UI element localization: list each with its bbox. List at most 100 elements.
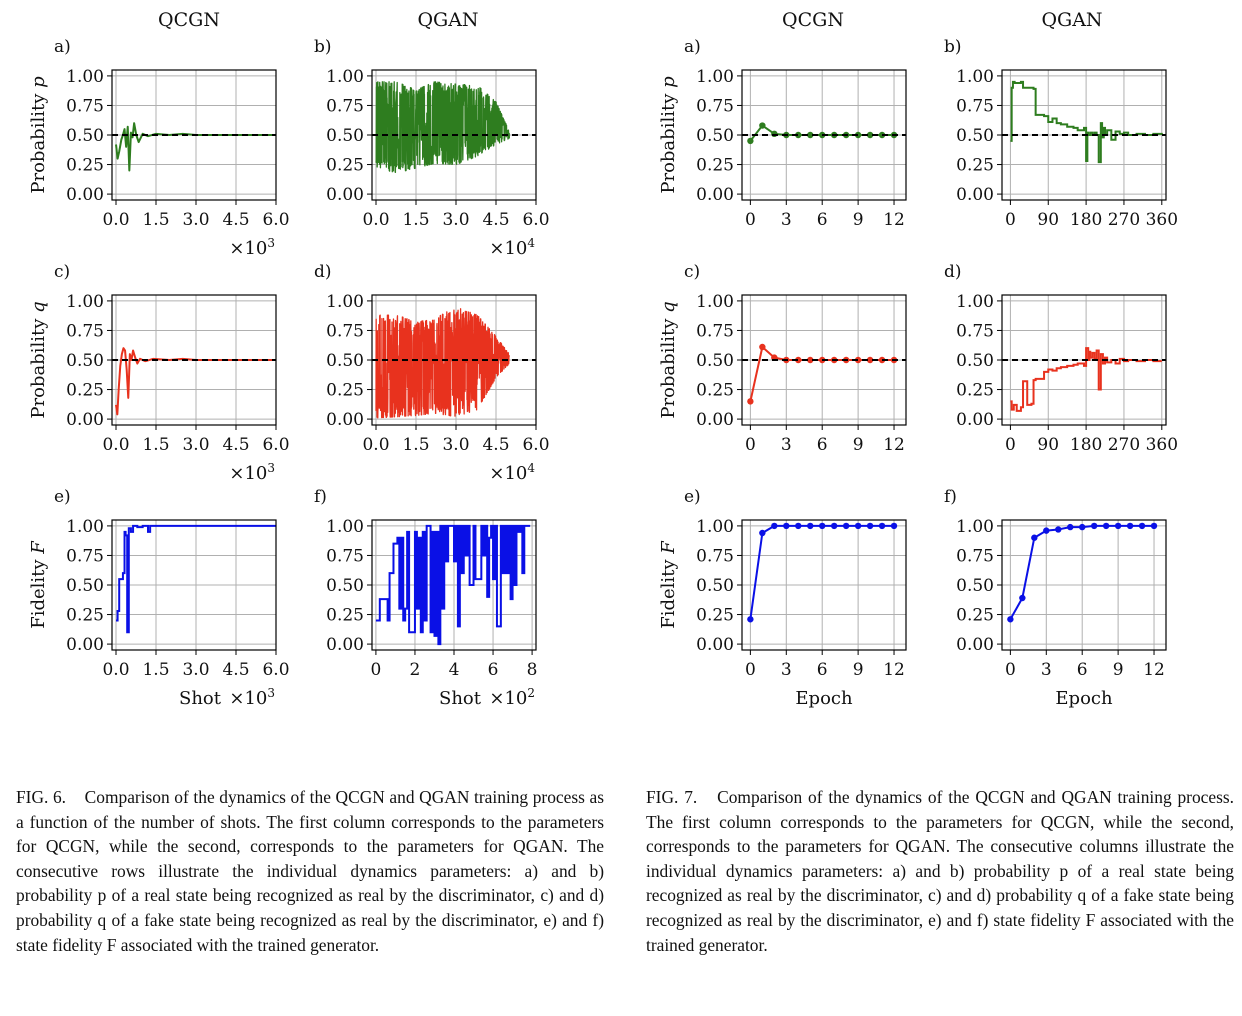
f6f-x-axis-label: Shot xyxy=(439,688,482,709)
f7d-y-tick-label: 0.00 xyxy=(956,410,994,430)
f7f-point xyxy=(1031,534,1038,541)
f7b-panel-label: b) xyxy=(944,37,962,57)
f6e-x-tick-label: 0.0 xyxy=(102,660,129,680)
f7f-data xyxy=(1007,522,1158,623)
f6b-panel: 0.00 0.25 0.50 0.75 1.00 0.0 1.5 3.0 4.5 6.0 b) ×10… xyxy=(314,37,550,259)
f7e-point xyxy=(747,616,754,623)
f6a-x-tick-label: 1.5 xyxy=(142,210,169,230)
f6a-y-tick-label: 0.50 xyxy=(66,126,104,146)
f7c-point xyxy=(854,356,862,364)
f6b-y-tick-label: 0.00 xyxy=(326,185,364,205)
f7f-point xyxy=(1055,526,1062,533)
f6b-x-tick-label: 4.5 xyxy=(482,210,509,230)
f7c-x-tick-label: 6 xyxy=(817,435,828,455)
fig6-column-title-2: QGAN xyxy=(417,9,478,31)
f7d-data xyxy=(1010,347,1162,412)
f6f-y-tick-label: 0.50 xyxy=(326,576,364,596)
f7c-point xyxy=(807,356,814,364)
f7e-y-tick-label: 0.25 xyxy=(696,606,734,626)
f7a-point xyxy=(866,131,874,139)
f7b-x-tick-label: 360 xyxy=(1146,210,1178,230)
f6e-x-multiplier: ×103 xyxy=(229,686,275,709)
f7f-point xyxy=(1126,522,1134,530)
f7e-point xyxy=(842,522,850,530)
f7f-point xyxy=(1102,522,1110,530)
f7f-grid xyxy=(1002,520,1166,650)
f6d-panel-label: d) xyxy=(314,262,332,282)
f6a-y-axis-label: Probability p xyxy=(28,76,49,194)
f7e-point xyxy=(783,522,790,530)
f7c-point xyxy=(747,398,754,405)
fig6-column-title-1: QCGN xyxy=(158,9,220,31)
fig7-column-title-1: QCGN xyxy=(782,9,844,31)
f7e-x-tick-label: 6 xyxy=(817,660,828,680)
f7d-panel-label: d) xyxy=(944,262,962,282)
f6c-x-tick-label: 1.5 xyxy=(142,435,169,455)
f7e-x-axis-label: Epoch xyxy=(795,688,853,709)
f6c-panel-label: c) xyxy=(54,262,70,282)
fig6-caption: FIG. 6. Comparison of the dynamics of th… xyxy=(16,785,604,957)
f7b-y-tick-label: 0.75 xyxy=(956,96,994,116)
f7f-point xyxy=(1007,616,1014,623)
f6a-y-tick-label: 0.25 xyxy=(66,156,104,176)
f6a-x-tick-label: 6.0 xyxy=(262,210,289,230)
f7d-panel: 0.00 0.25 0.50 0.75 1.00 0 90 180 270 360 d) xyxy=(944,262,1178,455)
fig6-caption-text: Comparison of the dynamics of the QCGN a… xyxy=(16,787,604,955)
fig7-caption: FIG. 7. Comparison of the dynamics of th… xyxy=(646,785,1234,957)
f7b-x-tick-label: 90 xyxy=(1037,210,1059,230)
f7e-y-tick-label: 1.00 xyxy=(696,517,734,537)
f7f-point xyxy=(1079,523,1086,531)
f6d-y-tick-label: 1.00 xyxy=(326,292,364,312)
f6e-y-tick-label: 0.50 xyxy=(66,576,104,596)
f6c-x-tick-label: 4.5 xyxy=(222,435,249,455)
f7c-panel-label: c) xyxy=(684,262,700,282)
f6b-x-tick-label: 0.0 xyxy=(362,210,389,230)
fig7-caption-text: Comparison of the dynamics of the QCGN a… xyxy=(646,787,1234,955)
f6d-x-tick-label: 3.0 xyxy=(442,435,469,455)
f7e-y-tick-label: 0.50 xyxy=(696,576,734,596)
f7a-y-tick-label: 0.00 xyxy=(696,185,734,205)
f7b-y-tick-label: 0.25 xyxy=(956,156,994,176)
f6e-x-tick-label: 6.0 xyxy=(262,660,289,680)
f7e-y-axis-label: Fidelity F xyxy=(658,540,679,629)
f7d-series-line xyxy=(1010,347,1162,412)
f6b-x-tick-label: 3.0 xyxy=(442,210,469,230)
f7e-x-tick-label: 0 xyxy=(745,660,756,680)
f7e-point xyxy=(771,522,778,530)
f6e-x-tick-label: 3.0 xyxy=(182,660,209,680)
f6c-x-tick-label: 3.0 xyxy=(182,435,209,455)
f7c-y-tick-label: 0.75 xyxy=(696,321,734,341)
f7b-x-tick-label: 180 xyxy=(1070,210,1102,230)
f7c-data xyxy=(747,343,898,405)
f6c-panel: 0.00 0.25 0.50 0.75 1.00 0.0 1.5 3.0 4.5 6.0 c)Pro… xyxy=(28,262,290,484)
f7b-x-tick-label: 270 xyxy=(1108,210,1140,230)
f6a-y-tick-label: 0.75 xyxy=(66,96,104,116)
f6b-x-tick-label: 6.0 xyxy=(522,210,549,230)
f6f-x-tick-label: 2 xyxy=(410,660,421,680)
f7e-point xyxy=(866,522,874,530)
f6e-y-tick-label: 0.25 xyxy=(66,606,104,626)
f7d-y-tick-label: 0.75 xyxy=(956,321,994,341)
f6d-data xyxy=(375,308,510,419)
f7a-panel: 0.00 0.25 0.50 0.75 1.00 0 3 6 9 12 a)Probability … xyxy=(658,37,907,230)
f7b-x-tick-label: 0 xyxy=(1005,210,1016,230)
f7b-series-line xyxy=(1010,80,1163,164)
f6c-y-axis-label: Probability q xyxy=(28,301,49,418)
f6d-y-tick-label: 0.75 xyxy=(326,321,364,341)
f6f-panel-label: f) xyxy=(314,487,327,507)
f6c-y-tick-label: 0.50 xyxy=(66,351,104,371)
f6f-panel: 0.00 0.25 0.50 0.75 1.00 0 2 4 6 8 f) Shot ×102 xyxy=(314,487,538,709)
f7e-point xyxy=(819,522,826,530)
f6a-y-tick-label: 0.00 xyxy=(66,185,104,205)
f6d-y-tick-label: 0.00 xyxy=(326,410,364,430)
f6d-y-tick-label: 0.25 xyxy=(326,381,364,401)
f7e-point xyxy=(854,522,862,530)
fig7-column-title-2: QGAN xyxy=(1041,9,1102,31)
f6f-y-tick-label: 0.00 xyxy=(326,635,364,655)
f6f-x-tick-label: 4 xyxy=(449,660,460,680)
f7f-point xyxy=(1067,523,1074,531)
f6c-x-tick-label: 0.0 xyxy=(102,435,129,455)
chart-panels: 0.000.250.500.751.000.0 1.5 3.0 4.5 6.0a)Pro… xyxy=(28,37,1178,709)
f7d-x-tick-label: 360 xyxy=(1146,435,1178,455)
f7f-y-tick-label: 0.50 xyxy=(956,576,994,596)
